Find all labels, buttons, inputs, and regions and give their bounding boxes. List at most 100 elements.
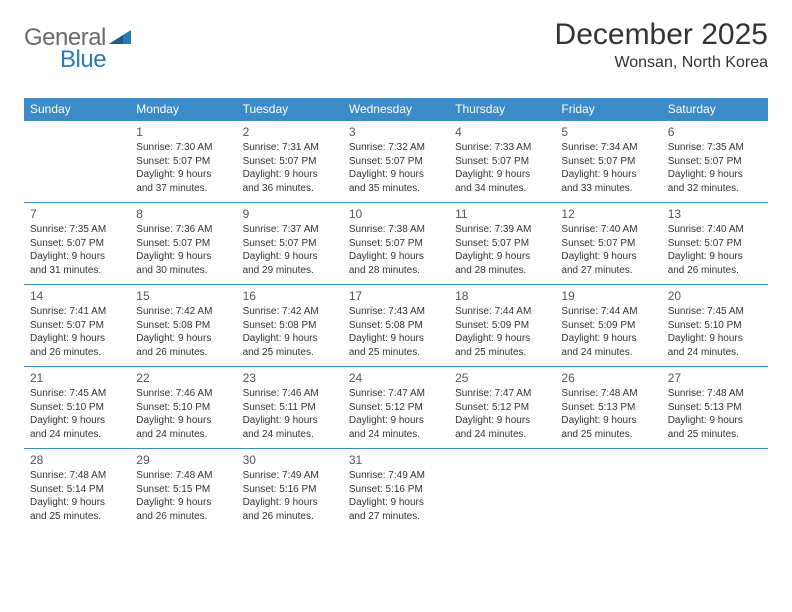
calendar-cell: 2Sunrise: 7:31 AMSunset: 5:07 PMDaylight… bbox=[237, 121, 343, 203]
day-info: Sunrise: 7:47 AMSunset: 5:12 PMDaylight:… bbox=[455, 387, 549, 441]
logo-text-blue: Blue bbox=[60, 46, 106, 74]
day-number: 23 bbox=[243, 370, 337, 386]
day-info: Sunrise: 7:49 AMSunset: 5:16 PMDaylight:… bbox=[349, 469, 443, 523]
calendar-cell: 10Sunrise: 7:38 AMSunset: 5:07 PMDayligh… bbox=[343, 203, 449, 285]
day-info: Sunrise: 7:48 AMSunset: 5:13 PMDaylight:… bbox=[668, 387, 762, 441]
calendar-cell: 11Sunrise: 7:39 AMSunset: 5:07 PMDayligh… bbox=[449, 203, 555, 285]
day-number: 11 bbox=[455, 206, 549, 222]
calendar-cell: 17Sunrise: 7:43 AMSunset: 5:08 PMDayligh… bbox=[343, 285, 449, 367]
calendar-cell bbox=[662, 449, 768, 531]
day-header: Saturday bbox=[662, 98, 768, 121]
day-number: 27 bbox=[668, 370, 762, 386]
day-info: Sunrise: 7:49 AMSunset: 5:16 PMDaylight:… bbox=[243, 469, 337, 523]
calendar-cell: 13Sunrise: 7:40 AMSunset: 5:07 PMDayligh… bbox=[662, 203, 768, 285]
day-number: 26 bbox=[561, 370, 655, 386]
day-info: Sunrise: 7:35 AMSunset: 5:07 PMDaylight:… bbox=[30, 223, 124, 277]
day-number: 12 bbox=[561, 206, 655, 222]
day-info: Sunrise: 7:38 AMSunset: 5:07 PMDaylight:… bbox=[349, 223, 443, 277]
day-header: Sunday bbox=[24, 98, 130, 121]
calendar-body: 1Sunrise: 7:30 AMSunset: 5:07 PMDaylight… bbox=[24, 121, 768, 531]
day-info: Sunrise: 7:47 AMSunset: 5:12 PMDaylight:… bbox=[349, 387, 443, 441]
calendar-cell bbox=[24, 121, 130, 203]
day-info: Sunrise: 7:40 AMSunset: 5:07 PMDaylight:… bbox=[561, 223, 655, 277]
calendar-cell: 28Sunrise: 7:48 AMSunset: 5:14 PMDayligh… bbox=[24, 449, 130, 531]
calendar-cell: 27Sunrise: 7:48 AMSunset: 5:13 PMDayligh… bbox=[662, 367, 768, 449]
day-info: Sunrise: 7:44 AMSunset: 5:09 PMDaylight:… bbox=[561, 305, 655, 359]
day-info: Sunrise: 7:31 AMSunset: 5:07 PMDaylight:… bbox=[243, 141, 337, 195]
calendar-cell bbox=[555, 449, 661, 531]
day-info: Sunrise: 7:36 AMSunset: 5:07 PMDaylight:… bbox=[136, 223, 230, 277]
calendar-cell: 9Sunrise: 7:37 AMSunset: 5:07 PMDaylight… bbox=[237, 203, 343, 285]
calendar-cell: 20Sunrise: 7:45 AMSunset: 5:10 PMDayligh… bbox=[662, 285, 768, 367]
calendar-cell: 4Sunrise: 7:33 AMSunset: 5:07 PMDaylight… bbox=[449, 121, 555, 203]
calendar-cell: 15Sunrise: 7:42 AMSunset: 5:08 PMDayligh… bbox=[130, 285, 236, 367]
calendar-week-row: 7Sunrise: 7:35 AMSunset: 5:07 PMDaylight… bbox=[24, 203, 768, 285]
day-number: 29 bbox=[136, 452, 230, 468]
calendar-cell: 6Sunrise: 7:35 AMSunset: 5:07 PMDaylight… bbox=[662, 121, 768, 203]
day-number: 30 bbox=[243, 452, 337, 468]
logo-triangle-icon bbox=[109, 26, 131, 49]
day-info: Sunrise: 7:33 AMSunset: 5:07 PMDaylight:… bbox=[455, 141, 549, 195]
location: Wonsan, North Korea bbox=[555, 54, 768, 72]
calendar-table: Sunday Monday Tuesday Wednesday Thursday… bbox=[24, 98, 768, 531]
day-info: Sunrise: 7:34 AMSunset: 5:07 PMDaylight:… bbox=[561, 141, 655, 195]
day-info: Sunrise: 7:42 AMSunset: 5:08 PMDaylight:… bbox=[243, 305, 337, 359]
calendar-cell: 29Sunrise: 7:48 AMSunset: 5:15 PMDayligh… bbox=[130, 449, 236, 531]
day-number: 1 bbox=[136, 124, 230, 140]
day-info: Sunrise: 7:45 AMSunset: 5:10 PMDaylight:… bbox=[668, 305, 762, 359]
calendar-cell: 23Sunrise: 7:46 AMSunset: 5:11 PMDayligh… bbox=[237, 367, 343, 449]
day-number: 22 bbox=[136, 370, 230, 386]
day-info: Sunrise: 7:37 AMSunset: 5:07 PMDaylight:… bbox=[243, 223, 337, 277]
day-header: Monday bbox=[130, 98, 236, 121]
calendar-cell: 19Sunrise: 7:44 AMSunset: 5:09 PMDayligh… bbox=[555, 285, 661, 367]
calendar-week-row: 21Sunrise: 7:45 AMSunset: 5:10 PMDayligh… bbox=[24, 367, 768, 449]
day-number: 10 bbox=[349, 206, 443, 222]
day-info: Sunrise: 7:39 AMSunset: 5:07 PMDaylight:… bbox=[455, 223, 549, 277]
day-info: Sunrise: 7:44 AMSunset: 5:09 PMDaylight:… bbox=[455, 305, 549, 359]
day-header: Thursday bbox=[449, 98, 555, 121]
day-header: Tuesday bbox=[237, 98, 343, 121]
day-number: 9 bbox=[243, 206, 337, 222]
day-info: Sunrise: 7:48 AMSunset: 5:14 PMDaylight:… bbox=[30, 469, 124, 523]
day-info: Sunrise: 7:35 AMSunset: 5:07 PMDaylight:… bbox=[668, 141, 762, 195]
day-header: Friday bbox=[555, 98, 661, 121]
day-info: Sunrise: 7:30 AMSunset: 5:07 PMDaylight:… bbox=[136, 141, 230, 195]
day-number: 2 bbox=[243, 124, 337, 140]
calendar-cell: 24Sunrise: 7:47 AMSunset: 5:12 PMDayligh… bbox=[343, 367, 449, 449]
calendar-header-row: Sunday Monday Tuesday Wednesday Thursday… bbox=[24, 98, 768, 121]
day-info: Sunrise: 7:48 AMSunset: 5:13 PMDaylight:… bbox=[561, 387, 655, 441]
calendar-cell: 26Sunrise: 7:48 AMSunset: 5:13 PMDayligh… bbox=[555, 367, 661, 449]
day-number: 28 bbox=[30, 452, 124, 468]
day-info: Sunrise: 7:48 AMSunset: 5:15 PMDaylight:… bbox=[136, 469, 230, 523]
calendar-cell: 16Sunrise: 7:42 AMSunset: 5:08 PMDayligh… bbox=[237, 285, 343, 367]
month-title: December 2025 bbox=[555, 18, 768, 52]
calendar-week-row: 14Sunrise: 7:41 AMSunset: 5:07 PMDayligh… bbox=[24, 285, 768, 367]
calendar-cell: 25Sunrise: 7:47 AMSunset: 5:12 PMDayligh… bbox=[449, 367, 555, 449]
day-number: 3 bbox=[349, 124, 443, 140]
calendar-cell: 22Sunrise: 7:46 AMSunset: 5:10 PMDayligh… bbox=[130, 367, 236, 449]
calendar-week-row: 28Sunrise: 7:48 AMSunset: 5:14 PMDayligh… bbox=[24, 449, 768, 531]
day-info: Sunrise: 7:40 AMSunset: 5:07 PMDaylight:… bbox=[668, 223, 762, 277]
day-info: Sunrise: 7:32 AMSunset: 5:07 PMDaylight:… bbox=[349, 141, 443, 195]
calendar-week-row: 1Sunrise: 7:30 AMSunset: 5:07 PMDaylight… bbox=[24, 121, 768, 203]
calendar-cell: 14Sunrise: 7:41 AMSunset: 5:07 PMDayligh… bbox=[24, 285, 130, 367]
day-number: 19 bbox=[561, 288, 655, 304]
calendar-cell: 3Sunrise: 7:32 AMSunset: 5:07 PMDaylight… bbox=[343, 121, 449, 203]
day-info: Sunrise: 7:46 AMSunset: 5:10 PMDaylight:… bbox=[136, 387, 230, 441]
day-number: 14 bbox=[30, 288, 124, 304]
day-number: 7 bbox=[30, 206, 124, 222]
day-info: Sunrise: 7:43 AMSunset: 5:08 PMDaylight:… bbox=[349, 305, 443, 359]
day-info: Sunrise: 7:45 AMSunset: 5:10 PMDaylight:… bbox=[30, 387, 124, 441]
day-number: 25 bbox=[455, 370, 549, 386]
day-number: 4 bbox=[455, 124, 549, 140]
day-info: Sunrise: 7:42 AMSunset: 5:08 PMDaylight:… bbox=[136, 305, 230, 359]
day-info: Sunrise: 7:46 AMSunset: 5:11 PMDaylight:… bbox=[243, 387, 337, 441]
calendar-cell: 21Sunrise: 7:45 AMSunset: 5:10 PMDayligh… bbox=[24, 367, 130, 449]
day-header: Wednesday bbox=[343, 98, 449, 121]
calendar-cell: 30Sunrise: 7:49 AMSunset: 5:16 PMDayligh… bbox=[237, 449, 343, 531]
calendar-cell: 1Sunrise: 7:30 AMSunset: 5:07 PMDaylight… bbox=[130, 121, 236, 203]
calendar-cell: 7Sunrise: 7:35 AMSunset: 5:07 PMDaylight… bbox=[24, 203, 130, 285]
title-block: December 2025 Wonsan, North Korea bbox=[555, 18, 768, 72]
day-number: 8 bbox=[136, 206, 230, 222]
day-info: Sunrise: 7:41 AMSunset: 5:07 PMDaylight:… bbox=[30, 305, 124, 359]
